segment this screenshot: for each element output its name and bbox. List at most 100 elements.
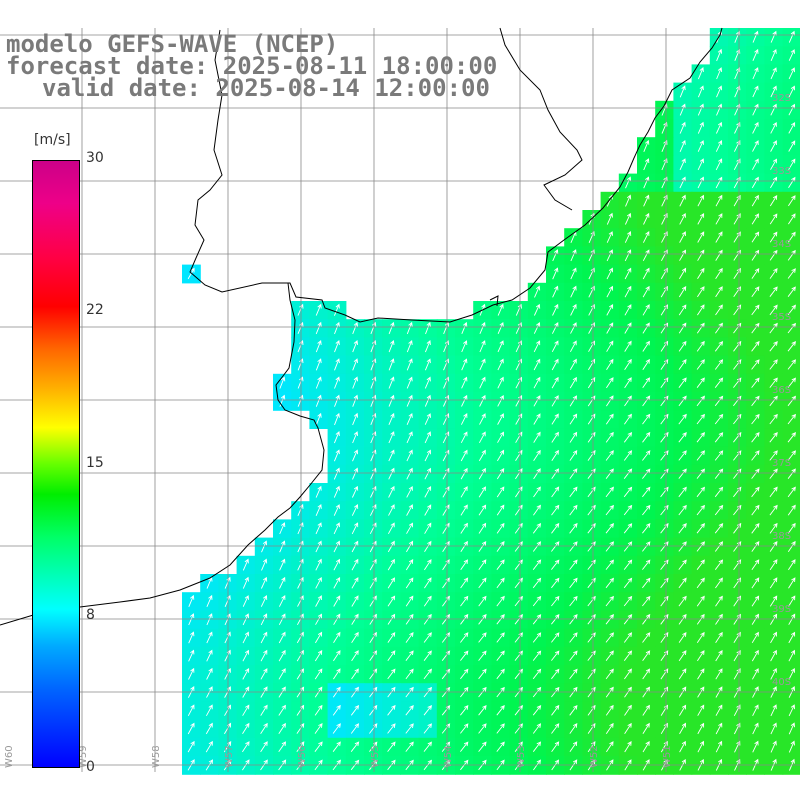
wind-arrow <box>642 468 651 479</box>
wind-arrow <box>606 340 614 352</box>
wind-arrow <box>533 322 541 334</box>
wind-arrow <box>388 358 395 371</box>
wind-arrow <box>752 67 759 80</box>
wind-arrow <box>533 504 541 516</box>
wind-arrow <box>623 468 633 479</box>
wind-arrow <box>297 303 304 316</box>
wind-arrow <box>279 394 286 407</box>
wind-arrow <box>751 395 760 407</box>
wind-arrow <box>334 376 340 389</box>
wind-arrow <box>623 523 633 534</box>
wind-arrow <box>333 558 341 571</box>
wind-arrow <box>770 649 777 662</box>
wind-arrow <box>714 523 724 534</box>
wind-arrow <box>714 340 724 352</box>
wind-arrow <box>697 67 704 80</box>
wind-arrow <box>769 413 778 425</box>
wind-arrow <box>642 450 651 461</box>
wind-arrow <box>460 431 468 444</box>
wind-arrow <box>643 139 650 152</box>
wind-arrow <box>714 450 724 461</box>
wind-arrow <box>551 650 560 661</box>
latitude-label: 38S <box>772 531 791 542</box>
wind-arrow <box>460 668 469 680</box>
wind-arrow <box>351 668 359 680</box>
wind-arrow <box>496 723 505 734</box>
wind-arrow <box>351 522 359 535</box>
wind-arrow <box>788 649 796 662</box>
wind-arrow <box>478 467 486 480</box>
grid-labels: 32S 33S 34S 35S 36S 37S 38S 39S 40S W60 W59 W58 W57 W… <box>4 93 791 768</box>
wind-arrow <box>770 140 777 152</box>
wind-arrow <box>715 140 723 152</box>
wind-arrow <box>751 631 759 644</box>
wind-arrow <box>606 249 613 262</box>
wind-arrow <box>697 121 704 134</box>
wind-arrow <box>679 249 686 261</box>
wind-arrow <box>769 522 778 534</box>
wind-arrow <box>787 522 796 534</box>
wind-arrow <box>333 504 340 516</box>
wind-arrow <box>696 523 705 534</box>
wind-arrow <box>479 413 486 425</box>
wind-arrow <box>752 30 759 43</box>
wind-arrow <box>588 358 596 371</box>
wind-arrow <box>751 468 760 479</box>
wind-arrow <box>370 376 377 389</box>
wind-arrow <box>188 667 195 680</box>
wind-arrow <box>788 49 795 61</box>
wind-arrow <box>751 432 760 443</box>
wind-arrow <box>460 577 469 589</box>
wind-arrow <box>787 486 796 498</box>
wind-arrow <box>678 595 687 607</box>
wind-arrow <box>406 540 414 553</box>
wind-arrow <box>788 140 796 152</box>
wind-arrow <box>605 541 614 552</box>
wind-arrow <box>660 304 669 316</box>
wind-arrow <box>423 705 432 716</box>
wind-arrow <box>497 431 504 443</box>
wind-arrow <box>333 576 341 589</box>
wind-arrow <box>769 432 778 443</box>
wind-arrow <box>297 376 304 389</box>
wind-arrow <box>352 394 359 407</box>
wind-arrow <box>643 194 650 207</box>
wind-arrow <box>406 321 413 335</box>
wind-arrow <box>714 468 724 479</box>
wind-arrow <box>423 723 432 734</box>
wind-arrow <box>551 541 560 552</box>
wind-arrow <box>697 85 704 98</box>
wind-arrow <box>678 377 687 388</box>
wind-arrow <box>642 413 651 425</box>
wind-arrow <box>496 522 505 534</box>
wind-arrow <box>423 741 432 752</box>
wind-arrow <box>642 613 651 625</box>
wind-arrow <box>388 522 395 535</box>
wind-arrow <box>424 394 431 407</box>
wind-arrow <box>551 522 560 534</box>
wind-arrow <box>678 395 687 407</box>
wind-arrow <box>733 413 742 425</box>
longitude-label: W52 <box>589 745 600 768</box>
wind-arrow <box>642 304 650 316</box>
wind-arrow <box>333 522 340 535</box>
wind-arrow <box>752 121 759 134</box>
wind-arrow <box>715 322 723 334</box>
wind-arrow <box>370 449 377 462</box>
wind-arrow <box>678 523 687 534</box>
wind-arrow <box>787 468 796 479</box>
wind-arrow <box>461 358 468 371</box>
wind-arrow <box>443 358 450 371</box>
wind-arrow <box>642 358 650 370</box>
wind-arrow <box>496 668 505 680</box>
wind-arrow <box>206 704 213 717</box>
wind-arrow <box>315 613 322 625</box>
wind-arrow <box>533 395 541 407</box>
wind-arrow <box>205 722 213 735</box>
wind-arrow <box>442 413 450 425</box>
wind-arrow <box>715 158 723 171</box>
wind-arrow <box>679 103 686 116</box>
wind-arrow <box>442 431 450 444</box>
wind-arrow <box>642 486 651 498</box>
wind-arrow <box>788 613 796 625</box>
